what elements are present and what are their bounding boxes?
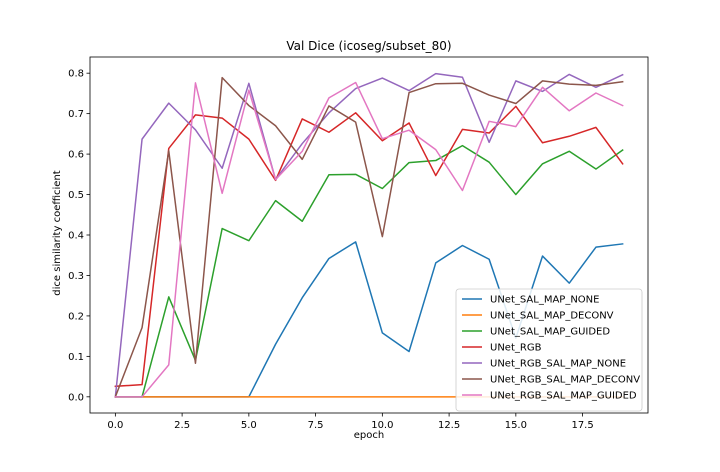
axes-layer: 0.0 2.5 5.0 7.5 10.0 12.5 15.0 17.5 0.0 0.1 0.2 0.3… [68,56,649,431]
series-line-6 [114,81,624,398]
x-tick-label: 10.0 [371,420,393,431]
x-tick-label: 17.5 [571,420,593,431]
x-tick-label: 7.5 [308,420,324,431]
legend-label-5: UNet_RGB_SAL_MAP_DECONV [490,375,640,386]
y-tick-label: 0.2 [68,311,84,322]
series-line-4 [114,72,624,398]
y-tick-label: 0.1 [68,352,84,363]
x-tick-label: 2.5 [174,420,190,431]
y-tick-label: 0.5 [68,190,84,201]
legend-label-2: UNet_SAL_MAP_GUIDED [490,327,610,338]
legend: UNet_SAL_MAP_NONE UNet_SAL_MAP_DECONV UNet… [455,288,643,412]
legend-box [455,288,643,412]
legend-label-0: UNet_SAL_MAP_NONE [490,295,599,306]
y-axis-label: dice similarity coefficient [52,170,63,295]
y-tick-label: 0.8 [68,69,84,80]
y-tick-label: 0.6 [68,150,84,161]
chart-title: Val Dice (icoseg/subset_80) [286,39,451,53]
legend-label-6: UNet_RGB_SAL_MAP_GUIDED [490,391,637,402]
x-tick-label: 12.5 [438,420,460,431]
series-line-5 [114,76,624,398]
y-tick-label: 0.7 [68,109,84,120]
y-tick-label: 0.3 [68,271,84,282]
x-tick-label: 0.0 [107,420,123,431]
x-tick-label: 15.0 [505,420,527,431]
legend-label-3: UNet_RGB [490,343,542,354]
y-tick-label: 0.4 [68,231,84,242]
x-tick-label: 5.0 [241,420,257,431]
legend-label-4: UNet_RGB_SAL_MAP_NONE [490,359,626,370]
legend-label-1: UNet_SAL_MAP_DECONV [490,311,614,322]
series-layer [114,72,624,398]
x-axis-label: epoch [354,430,384,441]
y-tick-label: 0.0 [68,392,84,403]
series-line-3 [114,105,624,388]
